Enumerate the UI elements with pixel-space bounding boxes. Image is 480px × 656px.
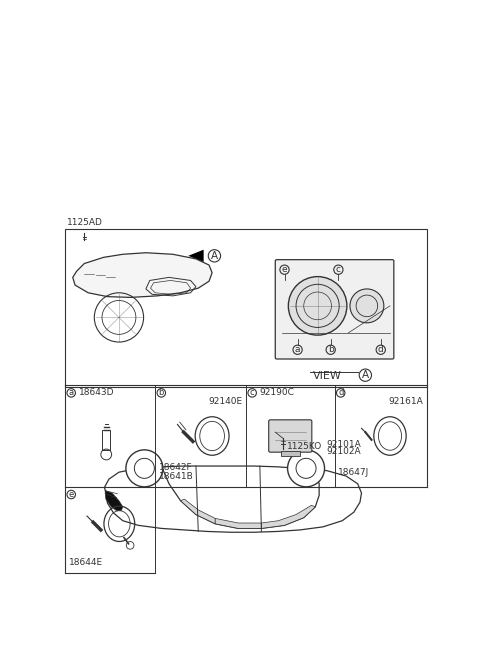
Text: a: a — [69, 388, 74, 398]
Text: d: d — [338, 388, 343, 398]
Text: 18647J: 18647J — [338, 468, 370, 478]
Text: d: d — [378, 345, 384, 354]
Text: b: b — [328, 345, 334, 354]
Circle shape — [126, 450, 163, 487]
Text: A: A — [362, 370, 369, 380]
Bar — [281, 451, 300, 456]
Text: a: a — [295, 345, 300, 354]
Polygon shape — [73, 253, 212, 297]
Polygon shape — [262, 505, 315, 528]
Circle shape — [288, 277, 347, 335]
Polygon shape — [215, 518, 262, 528]
Text: 18642F: 18642F — [159, 463, 192, 472]
FancyBboxPatch shape — [275, 260, 394, 359]
Text: b: b — [158, 388, 164, 398]
Polygon shape — [105, 491, 123, 510]
Polygon shape — [180, 499, 215, 523]
Text: e: e — [69, 490, 74, 499]
Text: c: c — [250, 388, 254, 398]
Text: 92140E: 92140E — [208, 397, 242, 405]
Text: 18644E: 18644E — [69, 558, 103, 567]
Text: 1125AD: 1125AD — [67, 218, 103, 228]
Text: 92161A: 92161A — [388, 397, 423, 405]
Text: A: A — [211, 251, 218, 261]
Text: 18643D: 18643D — [79, 388, 114, 398]
Polygon shape — [188, 250, 204, 262]
FancyBboxPatch shape — [269, 420, 312, 452]
Text: 92102A: 92102A — [327, 447, 361, 457]
Text: 92101A: 92101A — [327, 440, 361, 449]
Text: e: e — [282, 265, 288, 274]
Circle shape — [350, 289, 384, 323]
Text: 1125KO: 1125KO — [287, 442, 322, 451]
Bar — [65, 229, 427, 387]
Text: 92190C: 92190C — [260, 388, 295, 398]
Text: VIEW: VIEW — [312, 371, 341, 381]
Text: 18641B: 18641B — [159, 472, 194, 481]
Circle shape — [288, 450, 324, 487]
Text: c: c — [336, 265, 341, 274]
